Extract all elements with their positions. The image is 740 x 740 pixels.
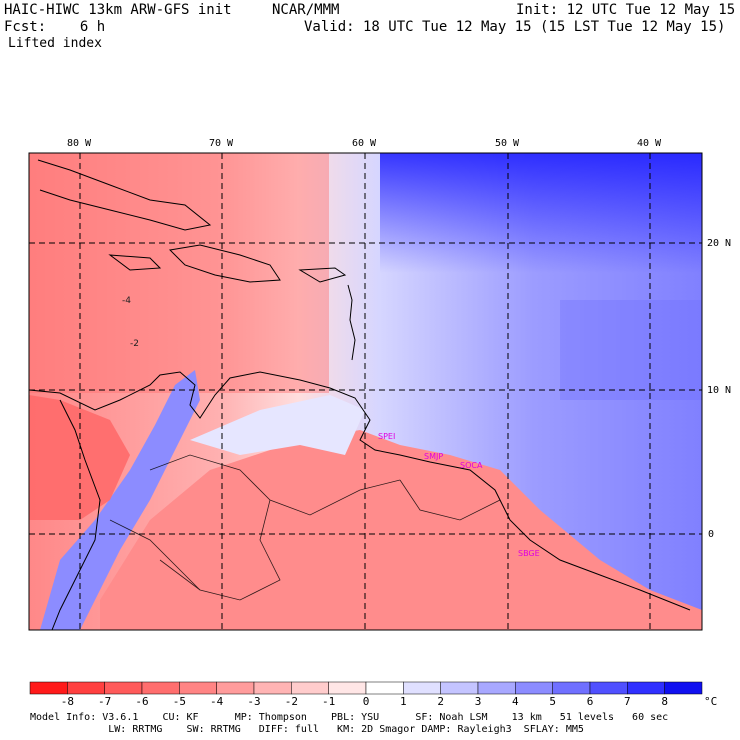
colorbar-swatch: [216, 681, 255, 695]
colorbar-unit: °C: [704, 695, 717, 708]
colorbar-label: 1: [400, 695, 407, 708]
forecast-hour: Fcst: 6 h: [4, 19, 106, 35]
colorbar-label: -6: [135, 695, 148, 708]
stable-air-region-east: [560, 300, 702, 400]
init-time: Init: 12 UTC Tue 12 May 15: [516, 2, 736, 18]
colorbar-label: 2: [437, 695, 444, 708]
colorbar-swatch: [664, 681, 703, 695]
colorbar-label: -4: [210, 695, 224, 708]
longitude-ticks: 80 W 70 W 60 W 50 W 40 W: [67, 138, 662, 149]
colorbar-swatch: [552, 681, 591, 695]
station-label-spei: SPEI: [378, 432, 395, 441]
colorbar-label: -7: [98, 695, 111, 708]
station-label-sbge: SBGE: [518, 549, 540, 558]
unstable-air-region-north: [29, 153, 329, 393]
colorbar-swatch: [253, 681, 292, 695]
country-borders: [109, 454, 501, 601]
colorbar-label: -2: [285, 695, 298, 708]
lon-tick-label: 60 W: [352, 138, 377, 149]
colorbar-label: -1: [322, 695, 335, 708]
colorbar-label: -3: [247, 695, 260, 708]
colorbar-label: 6: [587, 695, 594, 708]
model-info-line-1: Model Info: V3.6.1 CU: KF MP: Thompson P…: [30, 712, 669, 723]
colorbar-swatch: [179, 681, 217, 695]
lat-tick-label: 10 N: [707, 385, 731, 396]
colorbar-swatch: [589, 681, 628, 695]
lon-tick-label: 40 W: [637, 138, 662, 149]
map-plot-area: -4 -2 SPEI SMJP SOCA SBGE: [29, 153, 702, 630]
map-frame: [28, 152, 703, 631]
colorbar-swatch: [440, 681, 479, 695]
coastlines: [29, 159, 691, 630]
model-info-line-2: LW: RRTMG SW: RRTMG DIFF: full KM: 2D Sm…: [30, 724, 584, 735]
colorbar: -8 -7 -6 -5 -4 -3 -2 -1 0 1 2 3 4 5 6 7 8 °C: [29, 681, 717, 708]
colorbar-swatch: [477, 681, 516, 695]
colorbar-label: 4: [512, 695, 519, 708]
lon-tick-label: 80 W: [67, 138, 92, 149]
latitude-ticks: 20 N 10 N 0: [707, 238, 731, 540]
colorbar-swatch: [67, 681, 105, 695]
organization-label: NCAR/MMM: [272, 2, 340, 18]
colorbar-swatch: [104, 681, 143, 695]
colorbar-swatch: [328, 681, 367, 695]
venezuela-stable-patch: [190, 395, 365, 455]
station-label-smjp: SMJP: [424, 452, 443, 461]
colorbar-label: 7: [624, 695, 631, 708]
valid-time: Valid: 18 UTC Tue 12 May 15 (15 LST Tue …: [304, 19, 726, 35]
contour-label: -2: [130, 339, 139, 349]
colorbar-swatch: [627, 681, 665, 695]
contour-label: -4: [122, 296, 131, 306]
colorbar-swatch: [403, 681, 441, 695]
colorbar-swatch: [515, 681, 553, 695]
stable-air-region: [380, 153, 702, 273]
colorbar-label: 0: [363, 695, 370, 708]
colorbar-label: -8: [61, 695, 74, 708]
colorbar-label: 3: [475, 695, 482, 708]
lon-tick-label: 70 W: [209, 138, 234, 149]
colorbar-swatch: [141, 681, 180, 695]
field-name: Lifted index: [8, 36, 102, 51]
model-title: HAIC-HIWC 13km ARW-GFS init: [4, 2, 232, 18]
station-label-soca: SOCA: [460, 461, 483, 470]
graticule: [29, 153, 702, 630]
colorbar-swatch: [291, 681, 329, 695]
colorbar-label: 5: [549, 695, 556, 708]
colorbar-swatch: [365, 681, 404, 695]
lat-tick-label: 0: [708, 529, 714, 540]
colorbar-label: -5: [173, 695, 186, 708]
colorbar-label: 8: [661, 695, 668, 708]
lon-tick-label: 50 W: [495, 138, 520, 149]
colorbar-swatch: [29, 681, 68, 695]
lat-tick-label: 20 N: [707, 238, 731, 249]
